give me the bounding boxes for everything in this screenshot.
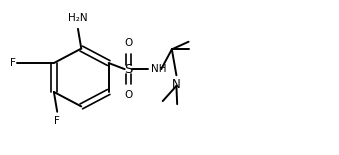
Text: O: O <box>124 90 133 100</box>
Text: N: N <box>172 78 181 91</box>
Text: H₂N: H₂N <box>68 13 88 23</box>
Text: O: O <box>124 38 133 48</box>
Text: F: F <box>10 58 16 68</box>
Text: F: F <box>54 116 60 126</box>
Text: NH: NH <box>151 64 166 74</box>
Text: S: S <box>124 63 133 76</box>
